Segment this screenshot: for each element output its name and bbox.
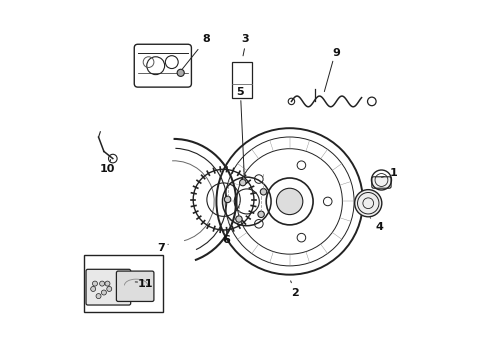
- Circle shape: [93, 281, 98, 286]
- Circle shape: [101, 290, 106, 295]
- Text: 4: 4: [370, 218, 383, 232]
- Circle shape: [276, 188, 303, 215]
- FancyBboxPatch shape: [117, 271, 154, 301]
- Circle shape: [224, 196, 231, 203]
- Circle shape: [96, 294, 101, 298]
- Text: 11: 11: [137, 279, 153, 289]
- Circle shape: [177, 69, 184, 76]
- Text: 7: 7: [157, 243, 168, 253]
- Text: 10: 10: [100, 164, 115, 174]
- Circle shape: [355, 190, 382, 217]
- Text: 8: 8: [182, 35, 210, 69]
- Text: 2: 2: [291, 281, 299, 298]
- Text: 9: 9: [332, 48, 340, 58]
- Circle shape: [107, 287, 112, 292]
- Circle shape: [99, 281, 104, 286]
- Bar: [84, 255, 163, 312]
- FancyBboxPatch shape: [372, 177, 391, 188]
- Text: 6: 6: [222, 230, 230, 244]
- Circle shape: [258, 211, 264, 217]
- Circle shape: [105, 281, 110, 286]
- Circle shape: [91, 287, 96, 292]
- Text: 5: 5: [236, 87, 244, 98]
- FancyBboxPatch shape: [86, 269, 131, 305]
- Text: 1: 1: [382, 168, 397, 179]
- Circle shape: [240, 179, 246, 186]
- Bar: [232, 62, 252, 98]
- Circle shape: [236, 216, 242, 222]
- Text: 3: 3: [241, 34, 249, 44]
- Circle shape: [260, 189, 267, 195]
